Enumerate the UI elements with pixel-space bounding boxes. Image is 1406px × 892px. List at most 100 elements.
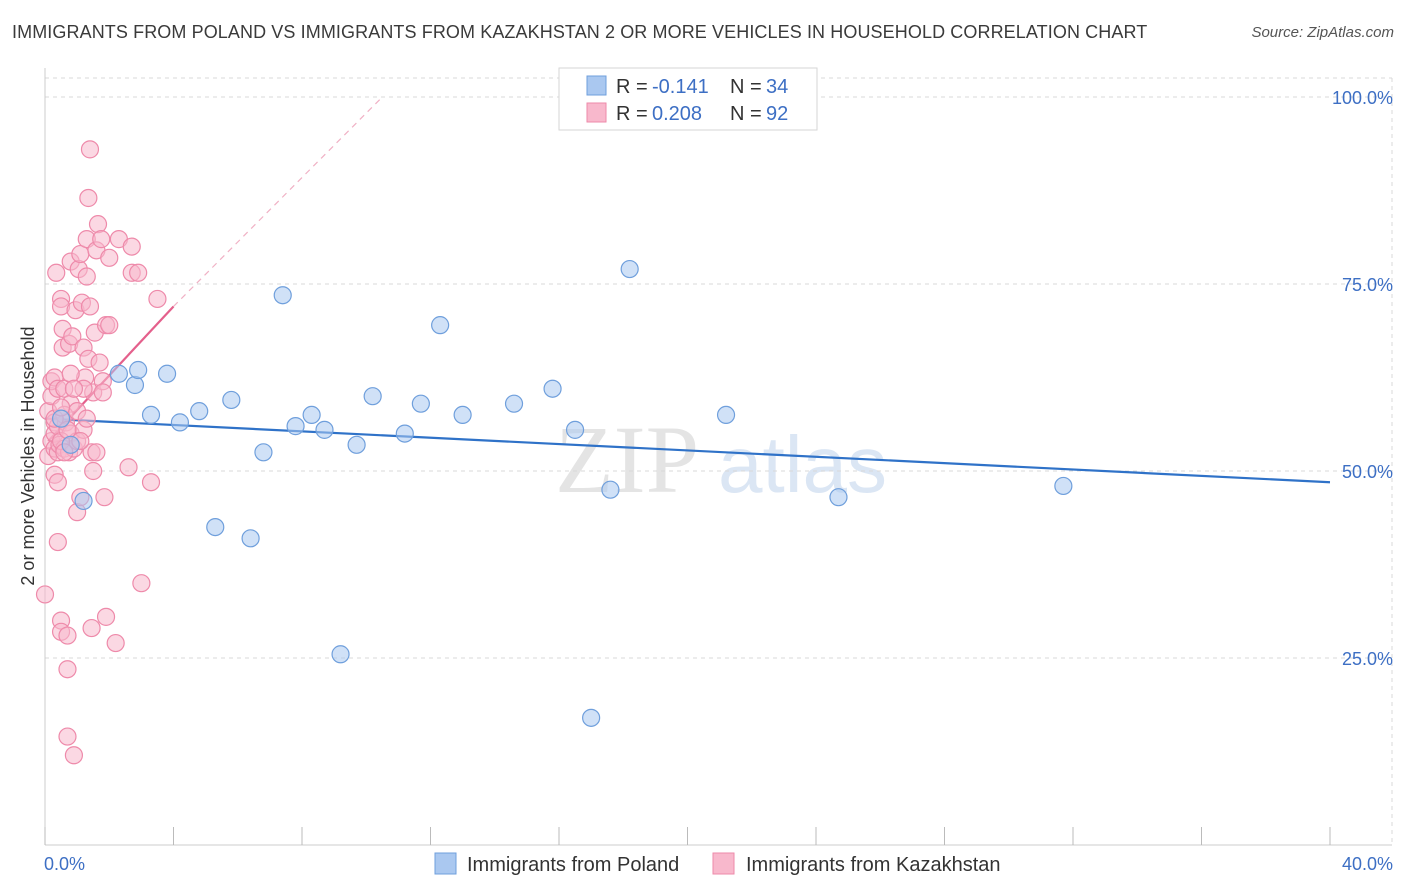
tick-labels: 25.0% 50.0% 75.0% 100.0% 0.0% 40.0%	[44, 88, 1393, 874]
y-tick-label-75: 75.0%	[1342, 275, 1393, 295]
x-tick-label-min: 0.0%	[44, 854, 85, 874]
point-kazakhstan-49	[79, 188, 98, 208]
point-kazakhstan-54	[82, 618, 101, 638]
bottom-legend-label-poland: Immigrants from Poland	[467, 854, 679, 876]
point-kazakhstan-27	[58, 626, 77, 645]
point-kazakhstan-28	[58, 727, 77, 746]
point-poland-21	[395, 424, 414, 443]
data-points	[35, 140, 1073, 765]
point-poland-4	[125, 375, 145, 395]
correlation-legend: R = -0.141 N = 34 R = 0.208 N = 92	[558, 67, 818, 131]
point-kazakhstan-64	[96, 607, 116, 626]
point-poland-27	[565, 420, 585, 439]
point-kazakhstan-71	[122, 237, 141, 256]
point-kazakhstan-80	[93, 383, 112, 402]
trend-line-kazakhstan-extension	[173, 96, 383, 307]
watermark-atlas: atlas	[718, 420, 887, 509]
point-poland-20	[363, 387, 382, 406]
point-poland-24	[453, 405, 472, 424]
point-kazakhstan-0	[35, 585, 55, 604]
source-label: Source: ZipAtlas.com	[1251, 24, 1394, 41]
point-poland-31	[716, 405, 736, 424]
legend-swatch-kazakhstan	[586, 102, 607, 123]
point-kazakhstan-55	[84, 461, 103, 481]
bottom-legend-swatch-kazakhstan	[712, 852, 735, 875]
legend-n-value-poland: 34	[766, 76, 788, 98]
point-poland-0	[51, 409, 71, 428]
point-kazakhstan-34	[63, 327, 82, 346]
legend-r-value-kazakhstan: 0.208	[652, 103, 702, 125]
point-poland-1	[61, 435, 80, 454]
point-poland-22	[411, 394, 430, 413]
point-kazakhstan-59	[88, 215, 108, 234]
point-poland-23	[431, 316, 450, 335]
point-poland-18	[331, 645, 350, 664]
legend-r-label-poland: R =	[616, 76, 648, 98]
point-poland-15	[286, 417, 305, 436]
point-kazakhstan-82	[61, 364, 80, 383]
series-legend: Immigrants from Poland Immigrants from K…	[434, 852, 1001, 876]
x-tick-label-max: 40.0%	[1342, 854, 1393, 874]
point-poland-12	[241, 529, 260, 548]
point-poland-3	[109, 364, 128, 383]
point-poland-17	[315, 420, 334, 439]
point-kazakhstan-69	[119, 458, 138, 477]
point-poland-26	[543, 379, 562, 398]
y-tick-label-50: 50.0%	[1342, 462, 1393, 482]
point-kazakhstan-72	[129, 263, 148, 282]
point-kazakhstan-47	[77, 267, 96, 286]
point-poland-30	[620, 259, 639, 279]
point-poland-29	[601, 480, 620, 499]
legend-r-value-poland: -0.141	[652, 76, 709, 98]
point-poland-10	[206, 517, 225, 537]
legend-r-label-kazakhstan: R =	[616, 103, 648, 125]
point-kazakhstan-67	[106, 633, 125, 653]
point-poland-25	[504, 394, 524, 413]
point-poland-6	[141, 405, 161, 424]
point-poland-14	[273, 286, 292, 305]
point-kazakhstan-66	[100, 248, 119, 267]
point-kazakhstan-86	[100, 316, 119, 335]
point-kazakhstan-63	[95, 488, 114, 507]
point-kazakhstan-26	[58, 660, 77, 679]
point-poland-16	[302, 405, 321, 424]
point-poland-5	[129, 360, 148, 380]
legend-swatch-poland	[586, 75, 607, 96]
watermark: ZIP atlas	[555, 406, 887, 513]
point-kazakhstan-15	[48, 532, 67, 552]
point-kazakhstan-87	[64, 379, 84, 398]
point-kazakhstan-74	[141, 473, 161, 492]
point-kazakhstan-11	[47, 263, 66, 282]
bottom-legend-label-kazakhstan: Immigrants from Kazakhstan	[746, 854, 1001, 876]
chart-title: IMMIGRANTS FROM POLAND VS IMMIGRANTS FRO…	[12, 22, 1148, 42]
legend-n-value-kazakhstan: 92	[766, 103, 788, 125]
point-kazakhstan-61	[92, 230, 111, 249]
point-poland-8	[170, 413, 190, 432]
point-kazakhstan-91	[87, 443, 106, 462]
point-kazakhstan-73	[132, 574, 151, 593]
point-poland-32	[829, 488, 848, 507]
y-tick-label-25: 25.0%	[1342, 649, 1393, 669]
point-poland-7	[157, 364, 177, 383]
point-poland-9	[190, 402, 209, 421]
point-kazakhstan-35	[64, 746, 84, 765]
point-poland-19	[347, 435, 366, 454]
y-tick-label-100: 100.0%	[1332, 88, 1393, 108]
point-poland-11	[222, 390, 241, 410]
point-kazakhstan-75	[148, 289, 167, 309]
point-poland-2	[74, 491, 93, 511]
point-kazakhstan-52	[80, 297, 100, 316]
point-kazakhstan-51	[80, 140, 100, 159]
y-axis-title: 2 or more Vehicles in Household	[18, 326, 38, 585]
trend-line-poland	[44, 417, 1331, 484]
point-poland-33	[1054, 476, 1073, 496]
bottom-legend-swatch-poland	[434, 852, 457, 875]
point-poland-13	[254, 443, 273, 462]
legend-n-label-poland: N =	[730, 76, 762, 98]
point-kazakhstan-83	[77, 409, 96, 428]
legend-n-label-kazakhstan: N =	[730, 103, 762, 125]
point-kazakhstan-84	[48, 473, 67, 492]
point-poland-28	[582, 708, 601, 727]
point-kazakhstan-60	[90, 353, 109, 372]
